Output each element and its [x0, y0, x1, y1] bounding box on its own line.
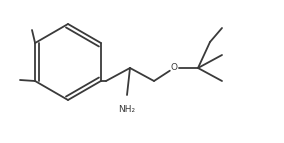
- Text: NH₂: NH₂: [118, 105, 135, 114]
- Text: O: O: [170, 63, 178, 73]
